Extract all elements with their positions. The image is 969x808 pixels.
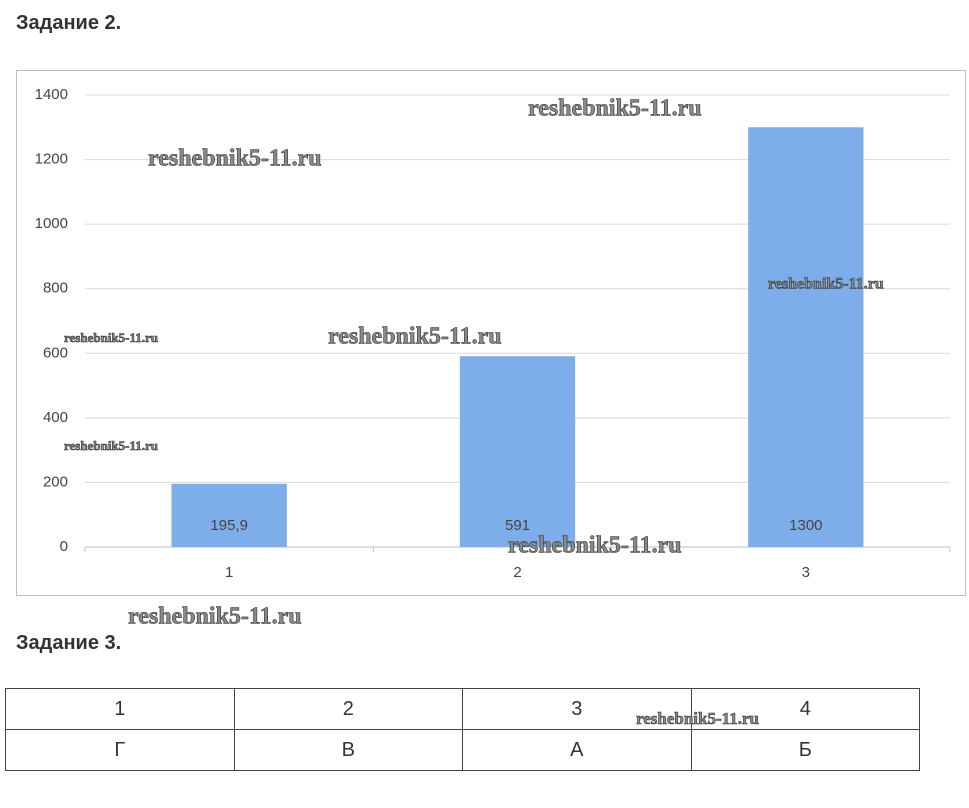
table-cell: 1	[5, 688, 235, 730]
answer-table: 1 2 3 4 Г В А Б	[5, 688, 920, 771]
y-tick-label: 1000	[35, 215, 68, 232]
y-tick-label: 800	[43, 280, 68, 297]
bar	[748, 127, 864, 548]
table-row: 1 2 3 4	[5, 688, 920, 730]
bar	[459, 356, 576, 547]
bar	[171, 483, 287, 547]
y-tick-label: 400	[43, 409, 68, 426]
heading: Задание 2.	[16, 12, 122, 34]
table-cell: Б	[690, 729, 920, 771]
data-label: 1300	[789, 517, 822, 534]
chart: 0 200 400 600 800 1000 1200 1400 1 195,9 2 591 3 1300	[16, 70, 966, 596]
table-cell: 3	[462, 688, 692, 730]
chart-frame	[16, 70, 966, 596]
table-cell: 4	[690, 688, 920, 730]
data-label: 195,9	[210, 517, 248, 534]
y-tick-label: 200	[43, 473, 68, 490]
watermark: reshebnik5-11.ru	[128, 604, 302, 630]
y-tick-label: 600	[43, 344, 68, 361]
x-tick-label: 1	[225, 564, 233, 581]
table-row: Г В А Б	[5, 729, 920, 771]
y-tick-label: 1200	[35, 151, 68, 168]
y-tick-label: 1400	[35, 86, 68, 103]
x-tick-label: 3	[802, 564, 810, 581]
y-tick-label: 0	[60, 538, 68, 555]
table-cell: В	[233, 729, 463, 771]
data-label: 591	[505, 517, 530, 534]
table-cell: Г	[5, 729, 235, 771]
table-cell: 2	[233, 688, 463, 730]
table-cell: А	[462, 729, 692, 771]
x-tick-label: 2	[513, 564, 521, 581]
heading: Задание 3.	[16, 632, 122, 654]
